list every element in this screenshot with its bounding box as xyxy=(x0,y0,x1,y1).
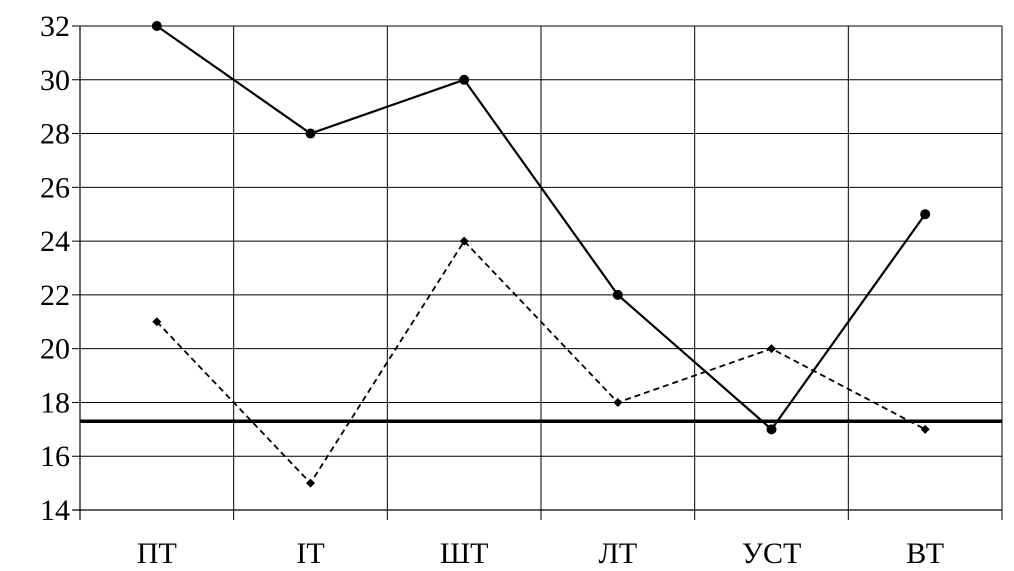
series-2-line xyxy=(156,239,926,485)
series-2-point xyxy=(152,317,162,327)
x-tick-label: ПТ xyxy=(137,537,177,570)
x-tick-label: ВТ xyxy=(906,537,944,570)
series-2-point xyxy=(920,424,930,434)
y-tick-label: 26 xyxy=(40,171,70,204)
series-1-point xyxy=(305,128,316,139)
y-tick-label: 28 xyxy=(40,118,70,151)
series-2-point xyxy=(767,344,776,354)
series-1-point xyxy=(151,21,162,31)
axes xyxy=(72,26,1002,520)
x-tick-label: ЛТ xyxy=(598,537,637,570)
series-1-point xyxy=(612,289,623,300)
series-1-point xyxy=(459,74,470,85)
x-tick-label: ІТ xyxy=(296,537,324,570)
series-2-point xyxy=(306,478,315,488)
y-tick-label: 14 xyxy=(40,494,70,527)
series-1 xyxy=(151,21,931,435)
series-group xyxy=(151,21,931,488)
series-1-point xyxy=(920,209,931,220)
series-2 xyxy=(152,236,930,488)
series-1-line xyxy=(156,25,927,431)
y-tick-label: 20 xyxy=(40,333,70,366)
y-tick-label: 32 xyxy=(40,10,70,43)
x-tick-label: УСТ xyxy=(742,537,802,570)
y-tick-label: 18 xyxy=(40,386,70,419)
y-tick-label: 24 xyxy=(40,225,70,258)
series-2-point xyxy=(613,397,623,407)
x-tick-labels: ПТ ІТ ШТ ЛТ УСТ ВТ xyxy=(137,537,944,570)
y-tick-label: 22 xyxy=(40,279,70,312)
series-2-point xyxy=(459,236,469,246)
y-tick-label: 30 xyxy=(40,64,70,97)
grid xyxy=(72,25,1003,520)
x-tick-label: ШТ xyxy=(440,537,489,570)
y-tick-label: 16 xyxy=(40,440,70,473)
series-1-point xyxy=(766,424,777,435)
y-tick-labels: 14 16 18 20 22 24 26 28 30 32 xyxy=(40,10,70,527)
